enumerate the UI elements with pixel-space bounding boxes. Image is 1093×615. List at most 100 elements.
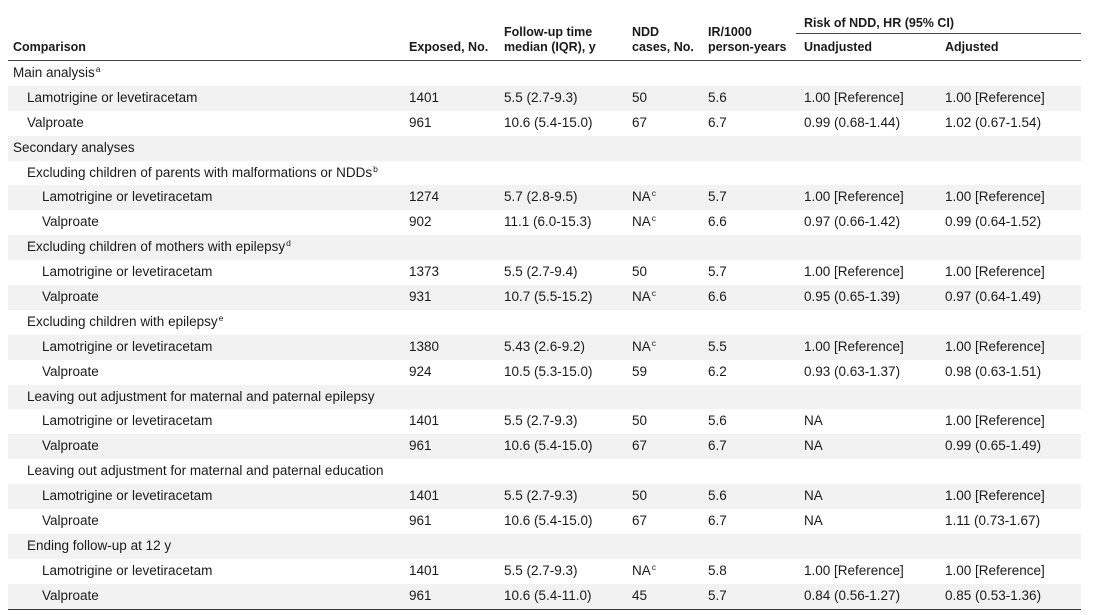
comparison-label: Lamotrigine or levetiracetam — [42, 488, 213, 504]
adjusted-hr-cell: 1.00 [Reference] — [945, 484, 1045, 509]
ndd-cases-cell-value: NA — [632, 189, 651, 205]
comparison-label: Valproate — [42, 214, 99, 230]
ndd-cases-cell: 45 — [632, 584, 647, 609]
table-row: Valproate 924 10.5 (5.3-15.0) 59 6.2 0.93 (0.… — [8, 360, 1081, 385]
followup-cell: 5.5 (2.7-9.4) — [504, 260, 578, 285]
followup-cell-value: 5.5 (2.7-9.3) — [504, 89, 578, 105]
followup-cell: 11.1 (6.0-15.3) — [504, 210, 592, 235]
unadjusted-hr-cell-value: NA — [804, 413, 823, 429]
header-ndd: NDD cases, No. — [632, 25, 694, 55]
unadjusted-hr-cell: 1.00 [Reference] — [804, 185, 904, 210]
comparison-label: Valproate — [42, 363, 99, 379]
adjusted-hr-cell: 1.00 [Reference] — [945, 335, 1045, 360]
ndd-cases-cell: NAc — [632, 559, 656, 584]
incidence-rate-cell-value: 5.6 — [708, 413, 727, 429]
incidence-rate-cell: 5.6 — [708, 484, 727, 509]
exposed-cell: 1401 — [409, 86, 439, 111]
adjusted-hr-cell-value: 1.00 [Reference] — [945, 413, 1045, 429]
table-row: Lamotrigine or levetiracetam 1401 5.5 (2.7… — [8, 484, 1081, 510]
comparison-label: Lamotrigine or levetiracetam — [42, 264, 213, 280]
ndd-cases-cell: NAc — [632, 210, 656, 235]
adjusted-hr-cell: 0.85 (0.53-1.36) — [945, 584, 1041, 609]
unadjusted-hr-cell: 0.99 (0.68-1.44) — [804, 111, 900, 136]
followup-cell-value: 10.6 (5.4-11.0) — [504, 587, 592, 603]
comparison-cell: Valproate — [42, 285, 99, 310]
adjusted-hr-cell: 1.00 [Reference] — [945, 409, 1045, 434]
followup-cell: 10.6 (5.4-11.0) — [504, 584, 592, 609]
exposed-cell-value: 931 — [409, 289, 432, 305]
incidence-rate-cell: 5.8 — [708, 559, 727, 584]
comparison-label: Ending follow-up at 12 y — [27, 537, 172, 553]
incidence-rate-cell: 5.6 — [708, 409, 727, 434]
incidence-rate-cell-value: 6.7 — [708, 513, 727, 529]
ndd-cases-cell: 50 — [632, 260, 647, 285]
followup-cell-value: 11.1 (6.0-15.3) — [504, 214, 592, 230]
table-row: Valproate 961 10.6 (5.4-15.0) 67 6.7 0.99 (0.… — [8, 111, 1081, 136]
exposed-cell: 1401 — [409, 559, 439, 584]
comparison-label: Secondary analyses — [13, 139, 135, 155]
incidence-rate-cell-value: 6.2 — [708, 363, 727, 379]
followup-cell-value: 10.6 (5.4-15.0) — [504, 114, 593, 130]
comparison-label: Lamotrigine or levetiracetam — [42, 413, 213, 429]
unadjusted-hr-cell: 1.00 [Reference] — [804, 559, 904, 584]
table-row: Lamotrigine or levetiracetam 1274 5.7 (2.8… — [8, 185, 1081, 211]
subgroup-row: Excluding children of parents with malfo… — [8, 161, 1081, 186]
unadjusted-hr-cell: NA — [804, 484, 823, 509]
ndd-cases-cell-value: NA — [632, 289, 651, 305]
table-row: Valproate 902 11.1 (6.0-15.3) NAc 6.6 0.97 (0… — [8, 210, 1081, 235]
header-followup-line2: median (IQR), y — [504, 40, 596, 54]
incidence-rate-cell-value: 5.7 — [708, 189, 727, 205]
exposed-cell-value: 1401 — [409, 413, 440, 429]
adjusted-hr-cell: 1.00 [Reference] — [945, 185, 1045, 210]
incidence-rate-cell: 5.7 — [708, 260, 727, 285]
comparison-cell: Leaving out adjustment for maternal and … — [27, 385, 374, 410]
adjusted-hr-cell: 1.11 (0.73-1.67) — [945, 509, 1040, 534]
exposed-cell-value: 1401 — [409, 562, 440, 578]
comparison-cell: Lamotrigine or levetiracetam — [42, 409, 212, 434]
comparison-cell: Excluding children of mothers with epile… — [27, 235, 291, 260]
exposed-cell: 1274 — [409, 185, 439, 210]
ndd-cases-cell-value: 67 — [632, 513, 648, 529]
table-row: Lamotrigine or levetiracetam 1401 5.5 (2.7… — [8, 409, 1081, 434]
followup-cell: 5.5 (2.7-9.3) — [504, 86, 578, 111]
ndd-cases-cell-value: 45 — [632, 587, 648, 603]
ndd-cases-cell: 50 — [632, 484, 647, 509]
table-body: Main analysisa Lamotrigine or levetiracet… — [8, 61, 1081, 610]
ndd-cases-cell: NAc — [632, 285, 656, 310]
ndd-cases-cell-value: 59 — [632, 363, 648, 379]
exposed-cell: 924 — [409, 360, 432, 385]
header-exposed: Exposed, No. — [409, 40, 489, 54]
comparison-label: Leaving out adjustment for maternal and … — [27, 463, 384, 479]
adjusted-hr-cell-value: 1.00 [Reference] — [945, 562, 1045, 578]
footnote-marker: c — [651, 561, 657, 572]
subgroup-row: Leaving out adjustment for maternal and … — [8, 384, 1081, 410]
comparison-label: Lamotrigine or levetiracetam — [42, 562, 213, 578]
incidence-rate-cell: 6.6 — [708, 285, 727, 310]
comparison-cell: Excluding children of parents with malfo… — [27, 161, 378, 186]
followup-cell: 5.5 (2.7-9.3) — [504, 409, 578, 434]
comparison-label: Valproate — [42, 587, 99, 603]
ndd-cases-cell: 50 — [632, 86, 647, 111]
exposed-cell: 961 — [409, 434, 432, 459]
header-ndd-line1: NDD — [632, 25, 660, 39]
incidence-rate-cell: 6.2 — [708, 360, 727, 385]
ndd-cases-cell: 67 — [632, 434, 647, 459]
comparison-label: Lamotrigine or levetiracetam — [27, 89, 198, 105]
incidence-rate-cell: 5.7 — [708, 185, 727, 210]
followup-cell-value: 5.5 (2.7-9.3) — [504, 413, 578, 429]
header-ir-line2: person-years — [708, 40, 787, 54]
ndd-cases-cell: 50 — [632, 409, 647, 434]
header-ir: IR/1000 person-years — [708, 25, 787, 55]
exposed-cell: 1401 — [409, 484, 439, 509]
incidence-rate-cell: 5.7 — [708, 584, 727, 609]
comparison-cell: Valproate — [42, 434, 99, 459]
adjusted-hr-cell-value: 0.97 (0.64-1.49) — [945, 289, 1042, 305]
adjusted-hr-cell: 0.99 (0.65-1.49) — [945, 434, 1041, 459]
comparison-cell: Lamotrigine or levetiracetam — [27, 86, 197, 111]
exposed-cell: 931 — [409, 285, 432, 310]
comparison-cell: Main analysisa — [13, 61, 101, 86]
unadjusted-hr-cell-value: NA — [804, 513, 823, 529]
unadjusted-hr-cell-value: 0.84 (0.56-1.27) — [804, 587, 901, 603]
footnote-marker: c — [651, 213, 657, 224]
incidence-rate-cell-value: 5.5 — [708, 338, 727, 354]
